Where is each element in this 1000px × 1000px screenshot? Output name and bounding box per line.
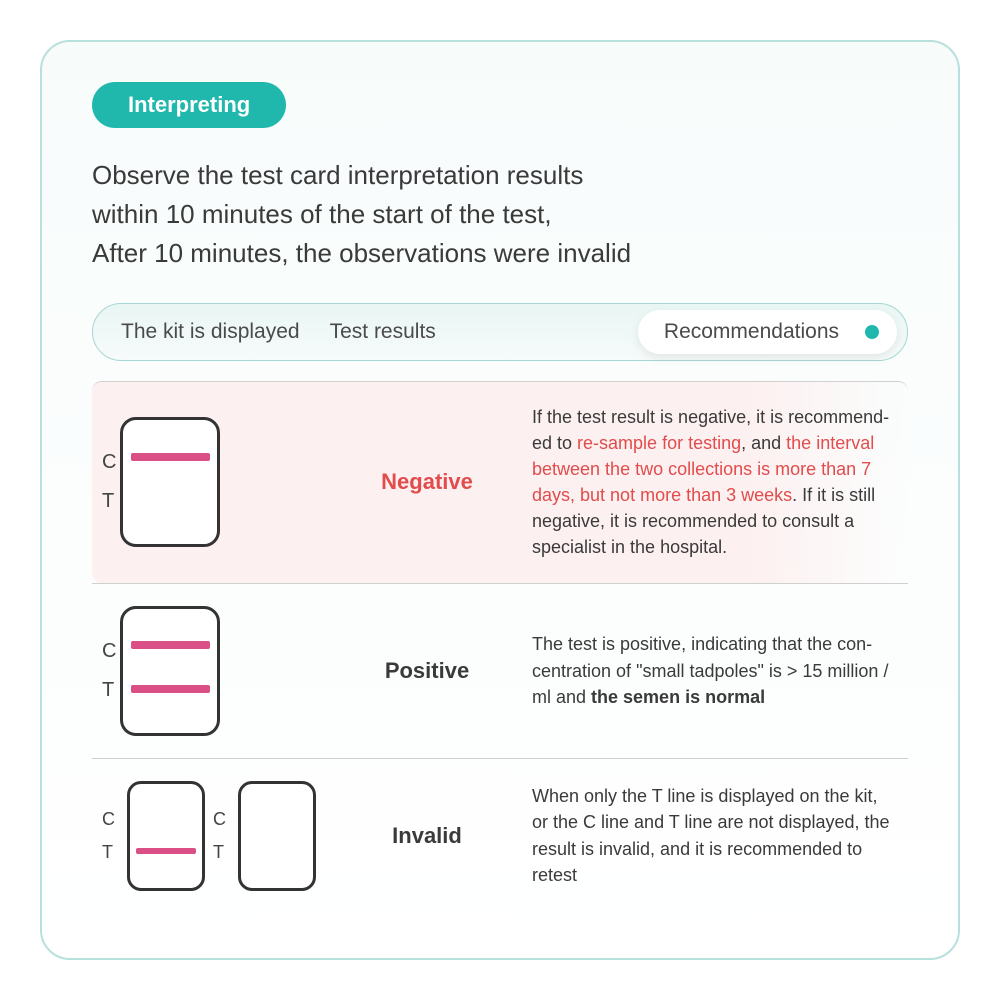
result-positive: Positive — [342, 658, 512, 684]
tab-recommendations-active[interactable]: Recommendations — [638, 310, 897, 354]
result-negative: Negative — [342, 469, 512, 495]
row-invalid: C T C T Invalid When only the T line is … — [92, 758, 908, 913]
result-invalid: Invalid — [342, 823, 512, 849]
c-label: C — [102, 640, 116, 663]
tab-kit[interactable]: The kit is displayed — [121, 320, 300, 344]
row-positive: C T Positive The test is positive, indic… — [92, 583, 908, 758]
tab-results[interactable]: Test results — [330, 320, 436, 344]
t-label: T — [102, 679, 116, 702]
t-label: T — [213, 842, 226, 863]
c-line-icon — [131, 641, 210, 649]
cassette-negative-icon — [120, 417, 220, 547]
row-negative: C T Negative If the test result is negat… — [92, 381, 908, 583]
tab-recommendations-label: Recommendations — [664, 320, 839, 344]
intro-text: Observe the test card interpretation res… — [92, 156, 908, 273]
cassette-positive-icon — [120, 606, 220, 736]
kit-positive: C T — [102, 606, 322, 736]
cassette-invalid-blank-icon — [238, 781, 316, 891]
t-label: T — [102, 842, 115, 863]
kit-negative: C T — [102, 417, 322, 547]
c-label: C — [102, 451, 116, 474]
t-line-icon — [131, 685, 210, 693]
c-line-icon — [131, 453, 210, 461]
reco-invalid: When only the T line is displayed on the… — [532, 783, 898, 887]
reco-negative: If the test result is negative, it is re… — [532, 404, 898, 561]
c-label: C — [102, 809, 115, 830]
reco-positive: The test is positive, indicating that th… — [532, 631, 898, 709]
cassette-invalid-tline-icon — [127, 781, 205, 891]
kit-invalid: C T C T — [102, 781, 322, 891]
results-table: C T Negative If the test result is negat… — [92, 381, 908, 913]
t-line-icon — [136, 848, 197, 854]
active-dot-icon — [865, 325, 879, 339]
info-card: Interpreting Observe the test card inter… — [40, 40, 960, 960]
tabs-bar: The kit is displayed Test results Recomm… — [92, 303, 908, 361]
section-badge: Interpreting — [92, 82, 286, 128]
t-label: T — [102, 490, 116, 513]
c-label: C — [213, 809, 226, 830]
